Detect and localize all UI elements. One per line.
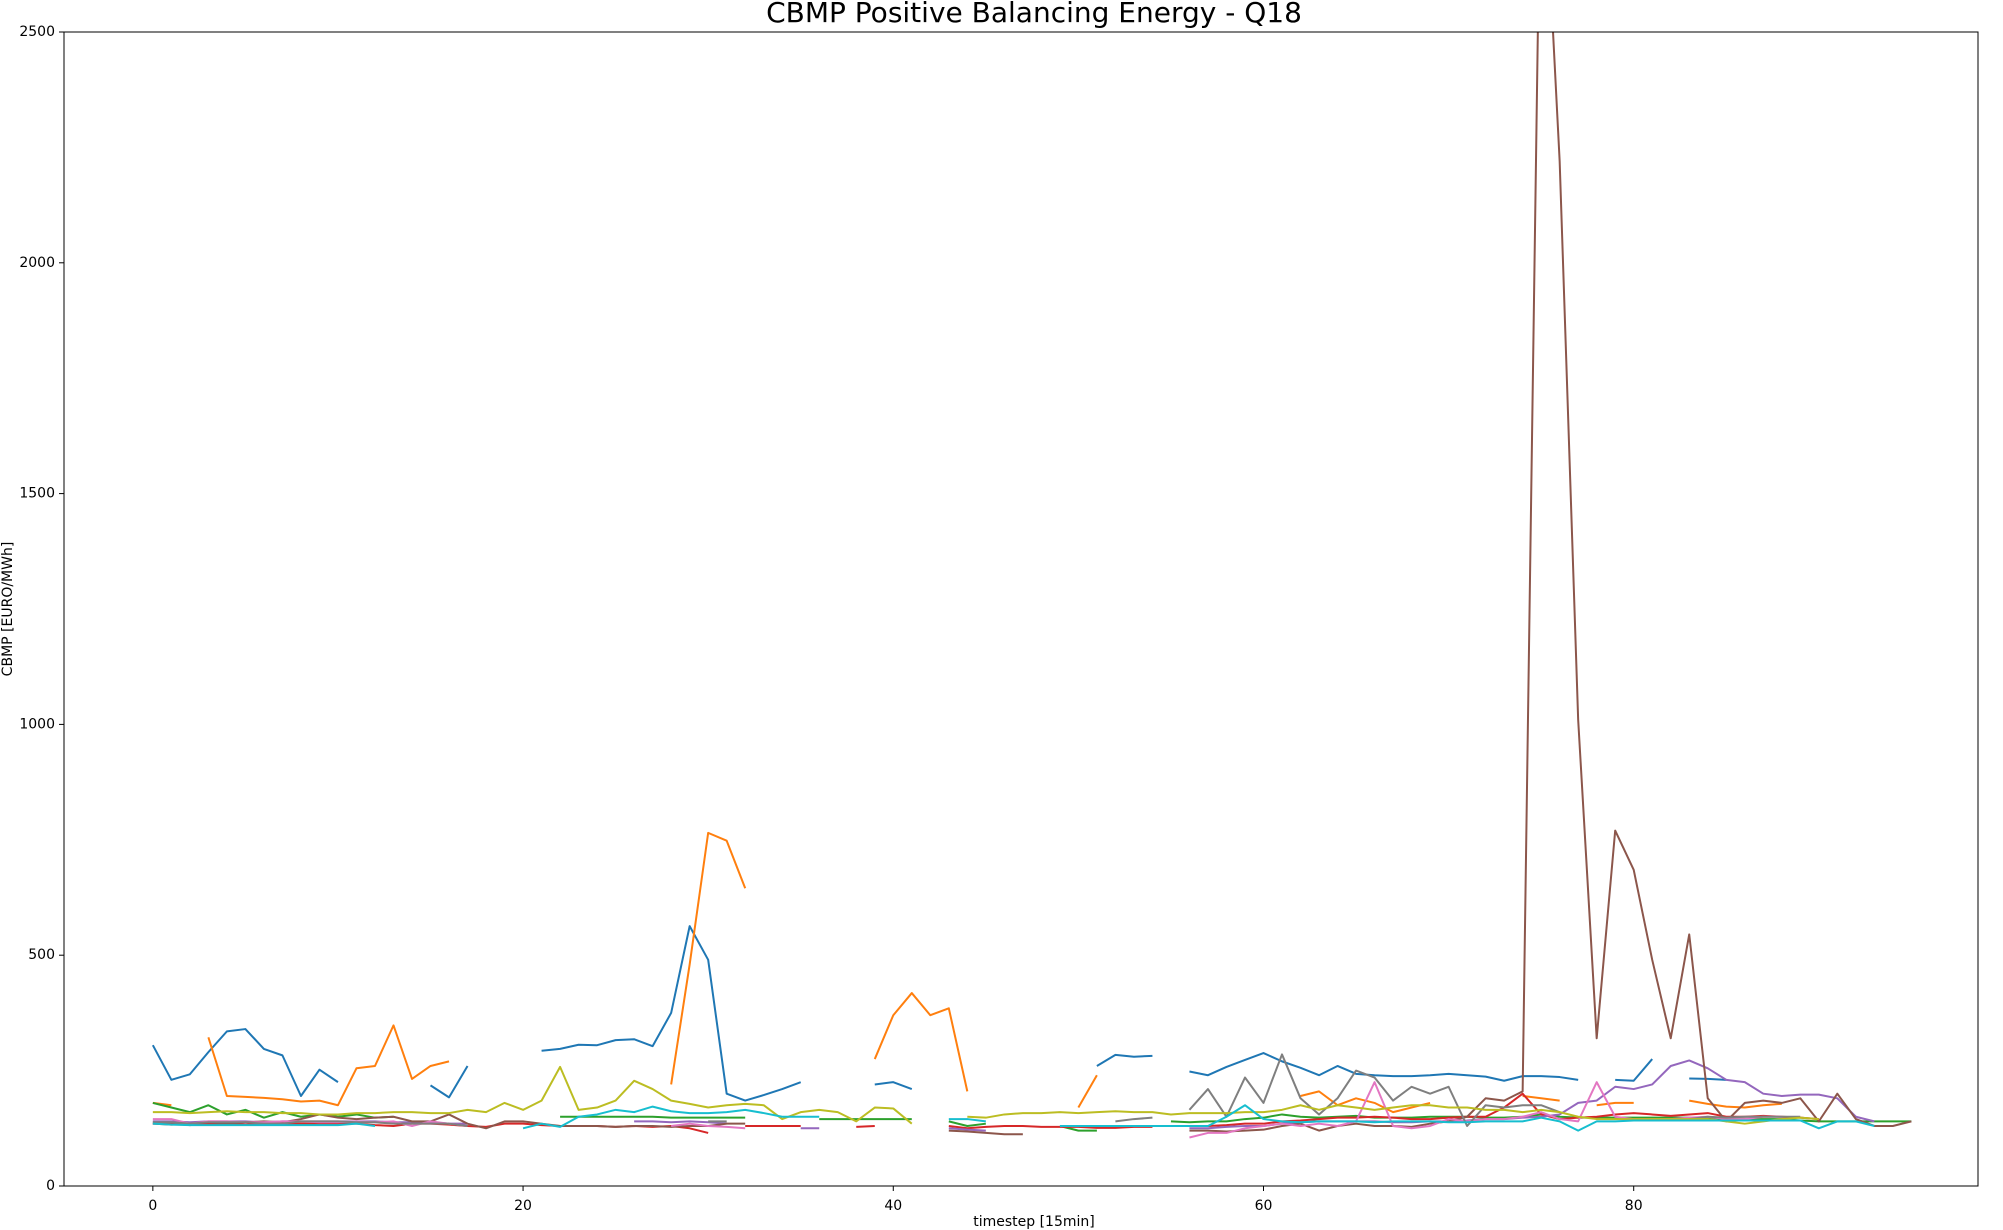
y-tick-label: 1000	[19, 716, 55, 732]
series-line	[151, 925, 1727, 1102]
x-tick-label: 40	[884, 1198, 902, 1214]
chart-title: CBMP Positive Balancing Energy - Q18	[766, 0, 1302, 29]
x-tick-label: 60	[1255, 1198, 1273, 1214]
y-tick-label: 500	[28, 947, 55, 963]
y-axis-label: CBMP [EURO/MWh]	[0, 542, 16, 677]
y-tick-label: 1500	[19, 486, 55, 502]
x-tick-label: 80	[1625, 1198, 1643, 1214]
y-tick-label: 2000	[19, 255, 55, 271]
plot-frame	[63, 31, 1979, 1187]
series-line	[152, 1104, 1875, 1132]
y-tick-label: 2500	[19, 24, 55, 40]
series-line	[152, 1065, 1819, 1125]
series-line	[152, 1053, 1801, 1127]
x-axis-label: timestep [15min]	[973, 1214, 1095, 1230]
series-line	[152, 1101, 1912, 1132]
x-tick-label: 20	[514, 1198, 532, 1214]
plot-lines	[151, 32, 1912, 1139]
x-tick-label: 0	[148, 1198, 157, 1214]
y-tick-label: 0	[46, 1178, 55, 1194]
